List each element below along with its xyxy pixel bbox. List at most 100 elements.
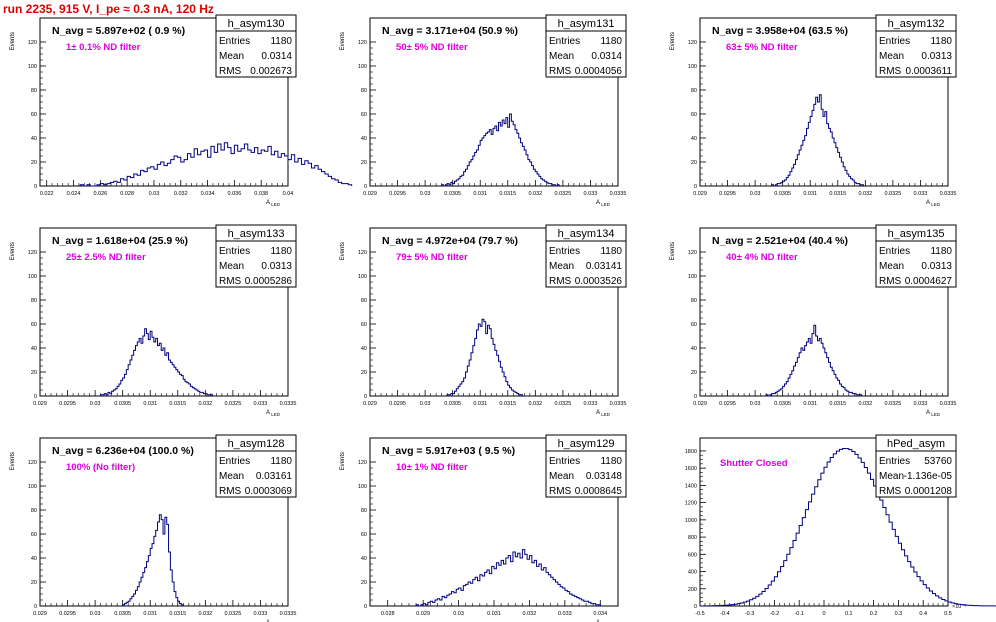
x-tick-label: 0.4 — [919, 611, 927, 617]
x-tick-label: 0.033 — [914, 401, 928, 407]
x-tick-label: 0.0325 — [884, 401, 901, 407]
x-tick-label: 0.0305 — [774, 401, 791, 407]
stats-title: h_asym129 — [558, 438, 615, 450]
stats-label: Entries — [549, 36, 580, 47]
x-tick-label: 0.028 — [381, 611, 395, 617]
x-tick-label: 0.0325 — [554, 401, 571, 407]
stats-value: 0.0313 — [261, 261, 292, 272]
x-tick-label: 0.0335 — [610, 191, 627, 197]
stats-value: 0.0314 — [591, 51, 622, 62]
histogram-series — [700, 448, 996, 607]
histogram-series — [79, 142, 353, 187]
x-tick-label: 0.0335 — [280, 611, 297, 617]
x-tick-label: 0 — [822, 611, 825, 617]
x-tick-label: 0.032 — [528, 191, 542, 197]
y-tick-label: 80 — [31, 298, 37, 304]
stats-label: RMS — [879, 66, 902, 77]
x-tick-label: 0.0315 — [169, 611, 186, 617]
y-tick-label: 20 — [361, 370, 367, 376]
x-tick-label: 0.03 — [90, 401, 101, 407]
y-tick-label: 20 — [361, 580, 367, 586]
y-tick-label: 120 — [28, 40, 37, 46]
navg-label: N_avg = 4.972e+04 (79.7 %) — [382, 235, 518, 247]
stats-label: Entries — [879, 246, 910, 257]
x-tick-label: -0.2 — [770, 611, 779, 617]
x-tick-label: 0.036 — [227, 191, 241, 197]
y-tick-label: 60 — [31, 532, 37, 538]
stats-value: -1.136e-05 — [904, 471, 953, 482]
y-tick-label: 100 — [358, 484, 367, 490]
y-tick-label: 0 — [34, 184, 37, 190]
y-tick-label: 80 — [691, 88, 697, 94]
stats-value: 0.0313 — [921, 51, 952, 62]
x-tick-label: 0.032 — [198, 611, 212, 617]
y-tick-label: 20 — [31, 370, 37, 376]
x-tick-label: 0.031 — [803, 401, 817, 407]
y-axis-title: Events — [670, 32, 676, 50]
x-tick-label: 0.0295 — [59, 401, 76, 407]
y-tick-label: 1400 — [685, 483, 697, 489]
y-tick-label: 60 — [691, 322, 697, 328]
stats-value: 1180 — [270, 246, 292, 257]
x-tick-label: 0.03 — [750, 401, 761, 407]
chart-panel-h_asym131: 0 20 40 60 80 100 120 0.029 0.0295 0.03 0.0305 0.03… — [340, 14, 627, 207]
x-tick-label: 0.0295 — [389, 401, 406, 407]
x-tick-label: 0.033 — [914, 191, 928, 197]
x-tick-label: 0.0315 — [829, 401, 846, 407]
stats-label: RMS — [219, 486, 242, 497]
x-tick-label: 0.0335 — [940, 401, 957, 407]
stats-value: 0.03148 — [586, 471, 623, 482]
stats-label: RMS — [549, 486, 572, 497]
y-tick-label: 120 — [358, 40, 367, 46]
y-tick-label: 0 — [364, 604, 367, 610]
stats-value: 1180 — [600, 456, 622, 467]
y-tick-label: 200 — [688, 587, 697, 593]
x-tick-label: 0.0325 — [884, 191, 901, 197]
x-tick-label: -0.4 — [720, 611, 729, 617]
stats-value: 1180 — [930, 246, 952, 257]
x-tick-label: 0.0315 — [499, 191, 516, 197]
y-tick-label: 600 — [688, 552, 697, 558]
x-tick-label: 0.0305 — [444, 191, 461, 197]
stats-box — [545, 224, 627, 288]
x-tick-label: 0.0325 — [224, 401, 241, 407]
chart-panel-h_asym134: 0 20 40 60 80 100 120 0.029 0.0295 0.03 0.0305 0.03… — [340, 224, 627, 417]
x-tick-label: 0.0295 — [719, 401, 736, 407]
navg-label: N_avg = 3.958e+04 (63.5 %) — [712, 25, 848, 37]
x-tick-label: 0.0325 — [554, 191, 571, 197]
x-tick-label: 0.0305 — [774, 191, 791, 197]
stats-label: Mean — [219, 51, 244, 62]
stats-label: RMS — [879, 486, 902, 497]
histogram-series — [765, 324, 863, 397]
stats-value: 1180 — [600, 246, 622, 257]
stats-value: 1180 — [270, 36, 292, 47]
chart-panel-h_asym130: 0 20 40 60 80 100 120 0.022 0.024 0.026 0.028 0.03 0… — [10, 14, 353, 207]
y-tick-label: 0 — [694, 604, 697, 610]
x-tick-label: 0.03 — [420, 191, 431, 197]
y-tick-label: 120 — [688, 40, 697, 46]
filter-label: 25± 2.5% ND filter — [66, 252, 146, 263]
stats-label: Mean — [549, 51, 574, 62]
stats-title: h_asym134 — [558, 228, 615, 240]
y-tick-label: 100 — [358, 64, 367, 70]
x-tick-label: 0.026 — [93, 191, 107, 197]
y-tick-label: 60 — [31, 322, 37, 328]
y-tick-label: 0 — [364, 184, 367, 190]
x-tick-label: 0.0315 — [499, 401, 516, 407]
y-tick-label: 60 — [361, 532, 367, 538]
stats-box — [875, 224, 957, 288]
y-tick-label: 40 — [31, 346, 37, 352]
y-tick-label: 60 — [361, 112, 367, 118]
y-axis-title: Events — [670, 242, 676, 260]
y-tick-label: 100 — [28, 64, 37, 70]
x-tick-label: 0.04 — [283, 191, 294, 197]
y-tick-label: 20 — [31, 160, 37, 166]
x-tick-label: 0.03 — [90, 611, 101, 617]
chart-panel-h_asym129: 0 20 40 60 80 100 120 0.028 0.029 0.03 0.031 0.032 0… — [340, 434, 627, 622]
x-tick-label: 0.033 — [254, 611, 268, 617]
x-tick-label: 0.033 — [558, 611, 572, 617]
x-tick-label: 0.031 — [143, 401, 157, 407]
y-tick-label: 40 — [31, 136, 37, 142]
stats-value: 0.03161 — [256, 471, 293, 482]
histogram-series — [415, 549, 601, 607]
